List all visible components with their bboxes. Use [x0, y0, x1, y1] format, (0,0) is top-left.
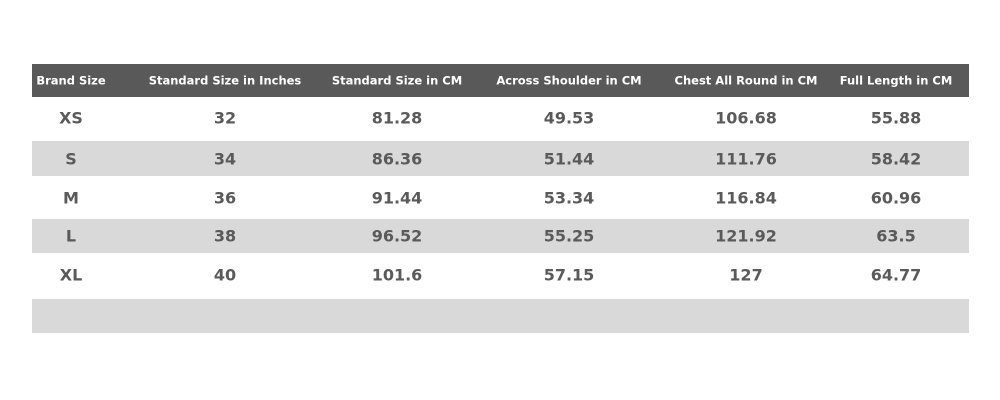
empty-row	[32, 299, 969, 333]
table-cell: 111.76	[715, 150, 777, 169]
table-cell: 57.15	[544, 266, 595, 285]
table-cell: 51.44	[544, 150, 595, 169]
table-cell: 101.6	[372, 266, 423, 285]
table-cell: S	[65, 150, 77, 169]
table-cell: 32	[214, 109, 236, 128]
table-cell: XS	[59, 109, 83, 128]
table-cell: 91.44	[372, 189, 423, 208]
table-cell: 55.25	[544, 227, 595, 246]
row-band	[32, 219, 969, 253]
row-band	[32, 141, 969, 176]
header-cell: Across Shoulder in CM	[496, 74, 641, 88]
table-cell: 121.92	[715, 227, 777, 246]
table-cell: 36	[214, 189, 236, 208]
header-cell: Chest All Round in CM	[675, 74, 818, 88]
table-cell: 127	[729, 266, 762, 285]
table-cell: 60.96	[871, 189, 922, 208]
table-cell: 34	[214, 150, 236, 169]
table-cell: 38	[214, 227, 236, 246]
table-cell: 64.77	[871, 266, 922, 285]
table-cell: 49.53	[544, 109, 595, 128]
table-cell: 40	[214, 266, 236, 285]
header-cell: Brand Size	[36, 74, 106, 88]
table-cell: 81.28	[372, 109, 423, 128]
table-cell: 55.88	[871, 109, 922, 128]
header-row	[32, 64, 969, 97]
table-cell: 53.34	[544, 189, 595, 208]
table-cell: XL	[60, 266, 83, 285]
table-cell: 63.5	[876, 227, 915, 246]
table-cell: L	[66, 227, 76, 246]
header-cell: Full Length in CM	[840, 74, 953, 88]
table-cell: 58.42	[871, 150, 922, 169]
header-cell: Standard Size in CM	[332, 74, 462, 88]
table-cell: 116.84	[715, 189, 777, 208]
table-cell: M	[63, 189, 79, 208]
table-cell: 106.68	[715, 109, 777, 128]
header-cell: Standard Size in Inches	[149, 74, 302, 88]
table-cell: 96.52	[372, 227, 423, 246]
table-cell: 86.36	[372, 150, 423, 169]
